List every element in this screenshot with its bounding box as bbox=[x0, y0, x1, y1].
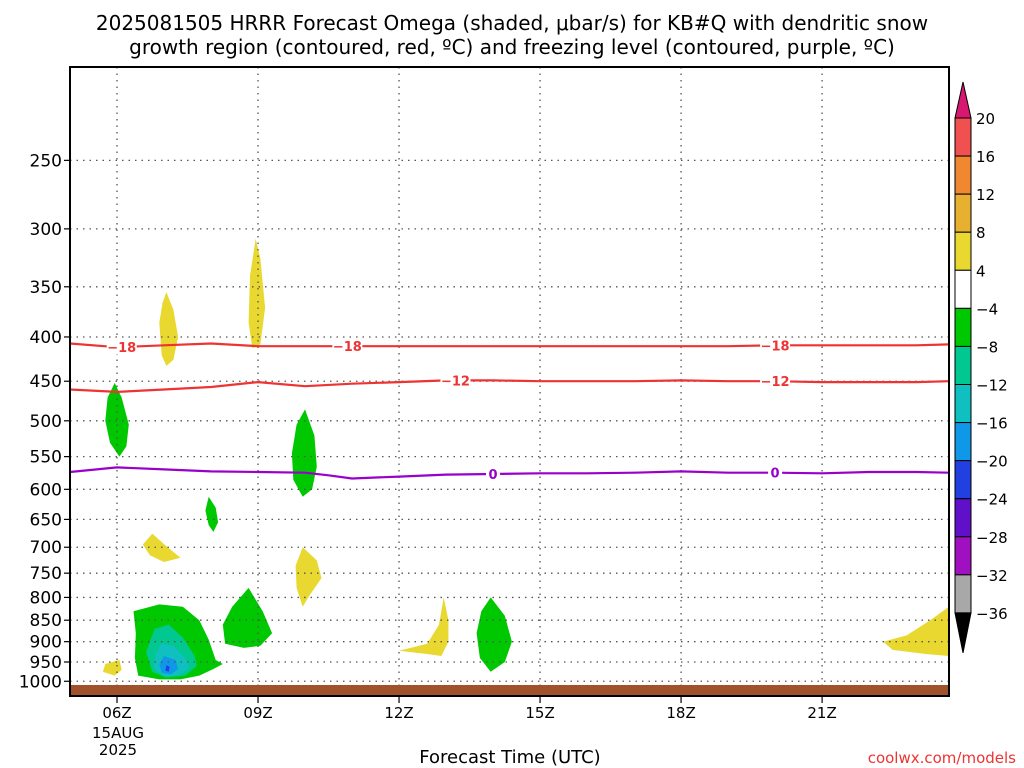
colorbar-segment bbox=[954, 155, 972, 195]
omega-region-15 bbox=[476, 597, 512, 672]
colorbar-label: 4 bbox=[976, 262, 986, 280]
omega-region-4 bbox=[205, 496, 219, 532]
omega-region-2 bbox=[248, 238, 266, 349]
contour-line bbox=[69, 379, 950, 393]
colorbar-segment bbox=[954, 384, 972, 424]
contour-label-bg bbox=[332, 339, 363, 354]
y-tick-label: 700 bbox=[30, 538, 62, 558]
omega-region-3 bbox=[291, 409, 317, 497]
contour-label-bg bbox=[768, 465, 783, 480]
omega-region-1 bbox=[159, 292, 179, 366]
chart-title-line2: growth region (contoured, red, ºC) and f… bbox=[129, 35, 895, 59]
contour-label-bg bbox=[760, 374, 791, 389]
y-tick-label: 750 bbox=[30, 564, 62, 584]
watermark: coolwx.com/models bbox=[868, 749, 1016, 767]
colorbar-segment bbox=[954, 422, 972, 462]
x-axis-time: 06Z 09Z 12Z 15Z 18Z 21Z bbox=[102, 696, 837, 722]
colorbar-segment bbox=[954, 498, 972, 538]
omega-region-6 bbox=[295, 547, 322, 607]
omega-colorbar: 20 16 12 8 4 −4 −8 −12 −16 −20 −24 −28 −32 −36 bbox=[954, 81, 1008, 654]
y-tick-label: 900 bbox=[30, 633, 62, 653]
contour-label: −18 bbox=[333, 340, 362, 355]
date-label-day: 15AUG bbox=[92, 724, 144, 742]
y-tick-label: 350 bbox=[30, 278, 62, 298]
colorbar-segment bbox=[954, 307, 972, 347]
contour-label-bg bbox=[760, 338, 791, 353]
colorbar-label: 8 bbox=[976, 224, 986, 242]
colorbar-segment bbox=[954, 460, 972, 500]
ground-layer bbox=[70, 685, 949, 696]
colorbar-top-triangle bbox=[954, 81, 972, 119]
y-tick-label: 600 bbox=[30, 480, 62, 500]
colorbar-label: −16 bbox=[976, 415, 1008, 433]
x-tick-label: 15Z bbox=[525, 704, 554, 722]
colorbar-bottom-triangle bbox=[954, 612, 972, 654]
y-tick-label: 400 bbox=[30, 328, 62, 348]
colorbar-segment bbox=[954, 193, 972, 233]
contour-label: 0 bbox=[771, 467, 780, 482]
colorbar-label: −24 bbox=[976, 491, 1008, 509]
colorbar-label: −4 bbox=[976, 300, 998, 318]
contour-line bbox=[69, 342, 950, 349]
omega-region-11 bbox=[159, 656, 179, 675]
x-tick-label: 18Z bbox=[666, 704, 695, 722]
colorbar-label: 12 bbox=[976, 186, 995, 204]
x-tick-label: 12Z bbox=[384, 704, 413, 722]
colorbar-segment bbox=[954, 536, 972, 576]
ground-fill bbox=[70, 685, 949, 696]
contour-label: 0 bbox=[489, 468, 498, 483]
contour-line bbox=[69, 466, 950, 480]
x-axis-label: Forecast Time (UTC) bbox=[419, 747, 600, 768]
y-tick-label: 650 bbox=[30, 510, 62, 530]
y-tick-label: 300 bbox=[30, 220, 62, 240]
x-tick-label: 06Z bbox=[102, 704, 131, 722]
omega-region-12 bbox=[165, 665, 170, 672]
colorbar-segment bbox=[954, 574, 972, 614]
y-tick-label: 800 bbox=[30, 588, 62, 608]
y-tick-label: 850 bbox=[30, 611, 62, 631]
contour-label: −18 bbox=[107, 341, 136, 356]
x-tick-label: 09Z bbox=[243, 704, 272, 722]
omega-shaded-regions bbox=[102, 238, 949, 680]
contour-label-bg bbox=[106, 339, 137, 354]
y-tick-label: 250 bbox=[30, 151, 62, 171]
contour-label: −12 bbox=[761, 375, 790, 390]
gridlines bbox=[70, 67, 949, 696]
colorbar-label: −20 bbox=[976, 453, 1008, 471]
y-tick-label: 450 bbox=[30, 372, 62, 392]
colorbar-label: −32 bbox=[976, 567, 1008, 585]
y-tick-label: 500 bbox=[30, 412, 62, 432]
contour-label: −12 bbox=[441, 374, 470, 389]
colorbar-segment bbox=[954, 269, 972, 309]
y-tick-label: 1000 bbox=[19, 672, 62, 692]
colorbar-label: −36 bbox=[976, 605, 1008, 623]
omega-region-14 bbox=[399, 597, 449, 656]
omega-region-13 bbox=[222, 587, 273, 648]
temperature-contours: −18 −18 −18 −12 −12 0 0 bbox=[69, 338, 950, 483]
colorbar-label: −28 bbox=[976, 529, 1008, 547]
date-label-year: 2025 bbox=[99, 741, 137, 759]
contour-label: −18 bbox=[761, 339, 790, 354]
colorbar-segment bbox=[954, 117, 972, 157]
colorbar-label: −12 bbox=[976, 377, 1008, 395]
omega-region-16 bbox=[883, 606, 949, 656]
colorbar-label: −8 bbox=[976, 338, 998, 356]
colorbar-segment bbox=[954, 231, 972, 271]
colorbar-segment bbox=[954, 345, 972, 385]
y-tick-label: 550 bbox=[30, 448, 62, 468]
y-axis-pressure: 2503003504004505005506006507007508008509… bbox=[19, 151, 70, 692]
y-tick-label: 950 bbox=[30, 653, 62, 673]
x-tick-label: 21Z bbox=[807, 704, 836, 722]
colorbar-label: 20 bbox=[976, 110, 995, 128]
colorbar-label: 16 bbox=[976, 148, 995, 166]
contour-label-bg bbox=[440, 373, 471, 388]
contour-label-bg bbox=[486, 466, 501, 481]
omega-region-0 bbox=[105, 382, 129, 457]
chart-title-line1: 2025081505 HRRR Forecast Omega (shaded, … bbox=[96, 11, 928, 35]
omega-region-7 bbox=[102, 660, 122, 676]
